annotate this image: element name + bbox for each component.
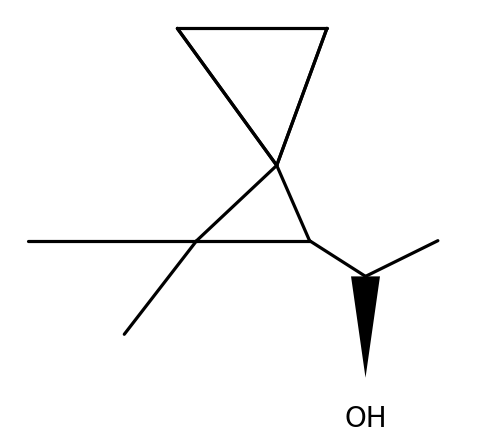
Text: OH: OH bbox=[344, 405, 387, 433]
Polygon shape bbox=[351, 276, 380, 378]
